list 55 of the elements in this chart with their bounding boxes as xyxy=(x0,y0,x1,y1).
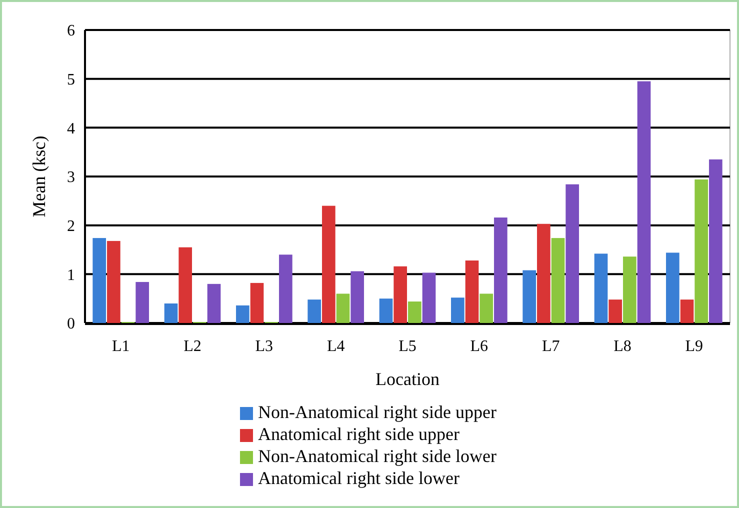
x-tick-label: L8 xyxy=(614,338,632,355)
x-tick-label: L4 xyxy=(326,338,345,355)
x-tick-label: L6 xyxy=(470,338,488,355)
x-tick-label: L7 xyxy=(542,338,560,355)
y-tick-label: 3 xyxy=(67,169,75,186)
bar xyxy=(494,218,508,323)
bar xyxy=(107,240,120,323)
bar xyxy=(178,247,192,323)
x-axis-title: Location xyxy=(376,369,440,389)
bar xyxy=(623,256,636,323)
y-tick-label: 0 xyxy=(67,316,75,333)
legend-label: Non-Anatomical right side lower xyxy=(258,446,496,466)
bar xyxy=(694,179,708,323)
bar xyxy=(408,302,422,323)
bar xyxy=(394,266,407,323)
bar xyxy=(236,305,250,323)
bar xyxy=(379,298,393,323)
y-tick-label: 5 xyxy=(67,71,75,88)
bar xyxy=(422,272,436,323)
y-axis-title: Mean (ksc) xyxy=(29,136,49,218)
bar xyxy=(537,224,550,323)
x-tick-label: L9 xyxy=(685,338,704,355)
bar xyxy=(350,271,364,323)
bar xyxy=(279,254,292,323)
bar xyxy=(465,260,479,323)
bar xyxy=(308,300,321,323)
y-tick-label: 2 xyxy=(67,218,75,235)
legend-label: Anatomical right side lower xyxy=(258,468,460,488)
bar xyxy=(92,238,106,323)
x-tick-label: L1 xyxy=(112,338,130,355)
x-tick-label: L2 xyxy=(184,338,202,355)
bar xyxy=(666,252,680,323)
bar xyxy=(566,184,579,323)
y-tick-label: 6 xyxy=(67,22,75,40)
bar xyxy=(164,303,178,323)
bar xyxy=(480,294,493,323)
bar xyxy=(451,298,464,323)
bar xyxy=(637,81,651,323)
bar xyxy=(594,254,608,323)
bar xyxy=(709,159,722,323)
x-tick-label: L3 xyxy=(255,338,274,355)
bar xyxy=(522,270,536,323)
y-tick-label: 1 xyxy=(67,266,75,284)
bar xyxy=(551,238,565,323)
legend-label: Non-Anatomical right side upper xyxy=(258,402,496,422)
bar xyxy=(608,300,622,323)
y-tick-label: 4 xyxy=(67,120,75,138)
x-tick-label: L5 xyxy=(398,338,416,355)
bar xyxy=(322,206,336,323)
bar xyxy=(250,282,264,323)
bar xyxy=(680,300,694,323)
bar xyxy=(336,294,350,323)
bar xyxy=(207,284,221,323)
legend-label: Anatomical right side upper xyxy=(258,424,460,444)
bar xyxy=(136,282,149,323)
